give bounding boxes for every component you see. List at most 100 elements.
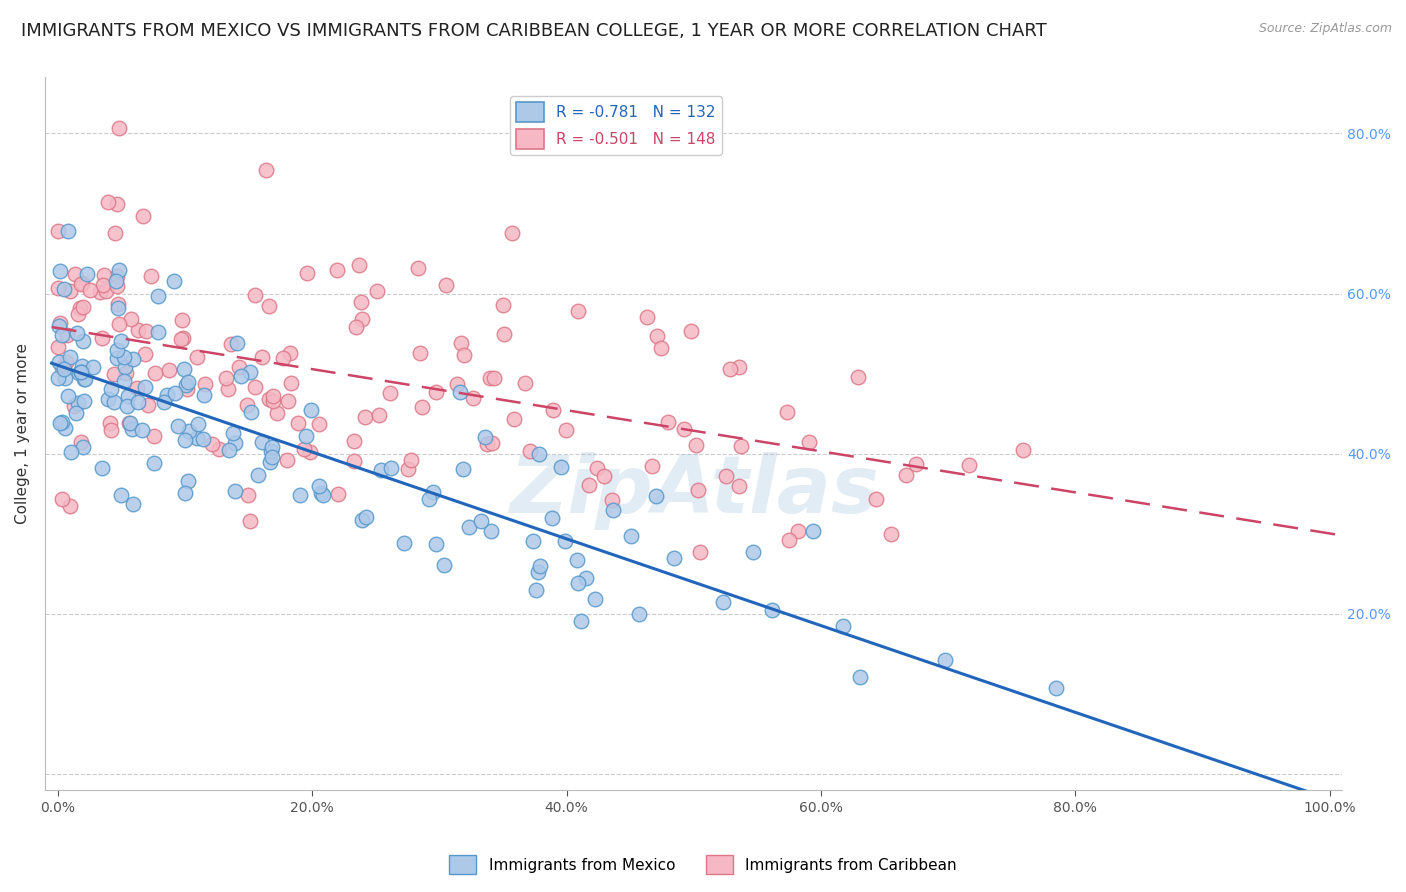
Point	[201, 437, 224, 451]
Point	[368, 408, 391, 422]
Point	[105, 343, 128, 357]
Point	[114, 366, 136, 380]
Point	[174, 433, 197, 447]
Point	[711, 595, 734, 609]
Point	[91, 460, 114, 475]
Point	[51, 360, 73, 375]
Point	[215, 371, 238, 385]
Point	[262, 389, 284, 403]
Point	[550, 460, 572, 475]
Point	[146, 289, 169, 303]
Point	[433, 558, 456, 572]
Point	[408, 346, 430, 360]
Point	[94, 284, 117, 298]
Point	[107, 301, 129, 315]
Point	[846, 370, 869, 384]
Point	[905, 457, 928, 471]
Point	[299, 445, 322, 459]
Point	[70, 434, 93, 449]
Point	[131, 210, 153, 224]
Point	[49, 316, 72, 330]
Point	[91, 277, 114, 292]
Point	[309, 486, 332, 500]
Point	[346, 319, 368, 334]
Point	[276, 453, 298, 467]
Point	[425, 385, 447, 400]
Point	[63, 400, 86, 414]
Point	[741, 545, 763, 559]
Point	[193, 432, 215, 446]
Point	[70, 365, 93, 379]
Point	[451, 461, 474, 475]
Point	[115, 399, 138, 413]
Point	[482, 371, 505, 385]
Point	[578, 478, 600, 492]
Point	[434, 277, 457, 292]
Point	[299, 402, 322, 417]
Point	[350, 513, 373, 527]
Point	[501, 226, 523, 240]
Point	[58, 499, 80, 513]
Point	[797, 435, 820, 450]
Point	[326, 263, 349, 277]
Point	[143, 366, 166, 380]
Point	[294, 442, 316, 456]
Point	[224, 484, 246, 499]
Point	[266, 406, 288, 420]
Point	[295, 266, 318, 280]
Point	[167, 418, 190, 433]
Point	[567, 553, 589, 567]
Point	[880, 527, 903, 541]
Point	[59, 444, 82, 458]
Point	[70, 365, 93, 379]
Point	[422, 485, 444, 500]
Point	[567, 304, 589, 318]
Point	[308, 417, 330, 432]
Point	[194, 377, 217, 392]
Point	[239, 365, 262, 379]
Point	[176, 382, 198, 396]
Point	[56, 224, 79, 238]
Point	[229, 369, 252, 384]
Point	[225, 335, 247, 350]
Point	[527, 447, 550, 461]
Point	[343, 453, 366, 467]
Point	[46, 224, 69, 238]
Point	[277, 394, 299, 409]
Point	[378, 386, 401, 401]
Point	[470, 514, 492, 528]
Point	[474, 430, 496, 444]
Point	[89, 285, 111, 299]
Point	[100, 382, 122, 396]
Point	[236, 488, 259, 502]
Point	[257, 299, 280, 313]
Point	[103, 367, 125, 381]
Point	[934, 653, 956, 667]
Point	[620, 529, 643, 543]
Point	[59, 284, 82, 298]
Point	[259, 443, 281, 458]
Point	[157, 362, 180, 376]
Point	[134, 346, 156, 360]
Point	[174, 377, 197, 392]
Point	[110, 488, 132, 502]
Point	[494, 327, 516, 342]
Point	[259, 455, 281, 469]
Point	[236, 398, 259, 412]
Point	[366, 284, 388, 298]
Point	[208, 442, 231, 456]
Point	[957, 458, 980, 472]
Point	[120, 312, 142, 326]
Point	[48, 340, 70, 354]
Point	[163, 386, 186, 401]
Point	[219, 336, 242, 351]
Point	[380, 461, 402, 475]
Point	[761, 602, 783, 616]
Point	[108, 263, 131, 277]
Point	[172, 331, 194, 345]
Point	[593, 469, 616, 483]
Point	[176, 376, 198, 390]
Point	[118, 416, 141, 430]
Point	[513, 376, 536, 390]
Point	[125, 381, 148, 395]
